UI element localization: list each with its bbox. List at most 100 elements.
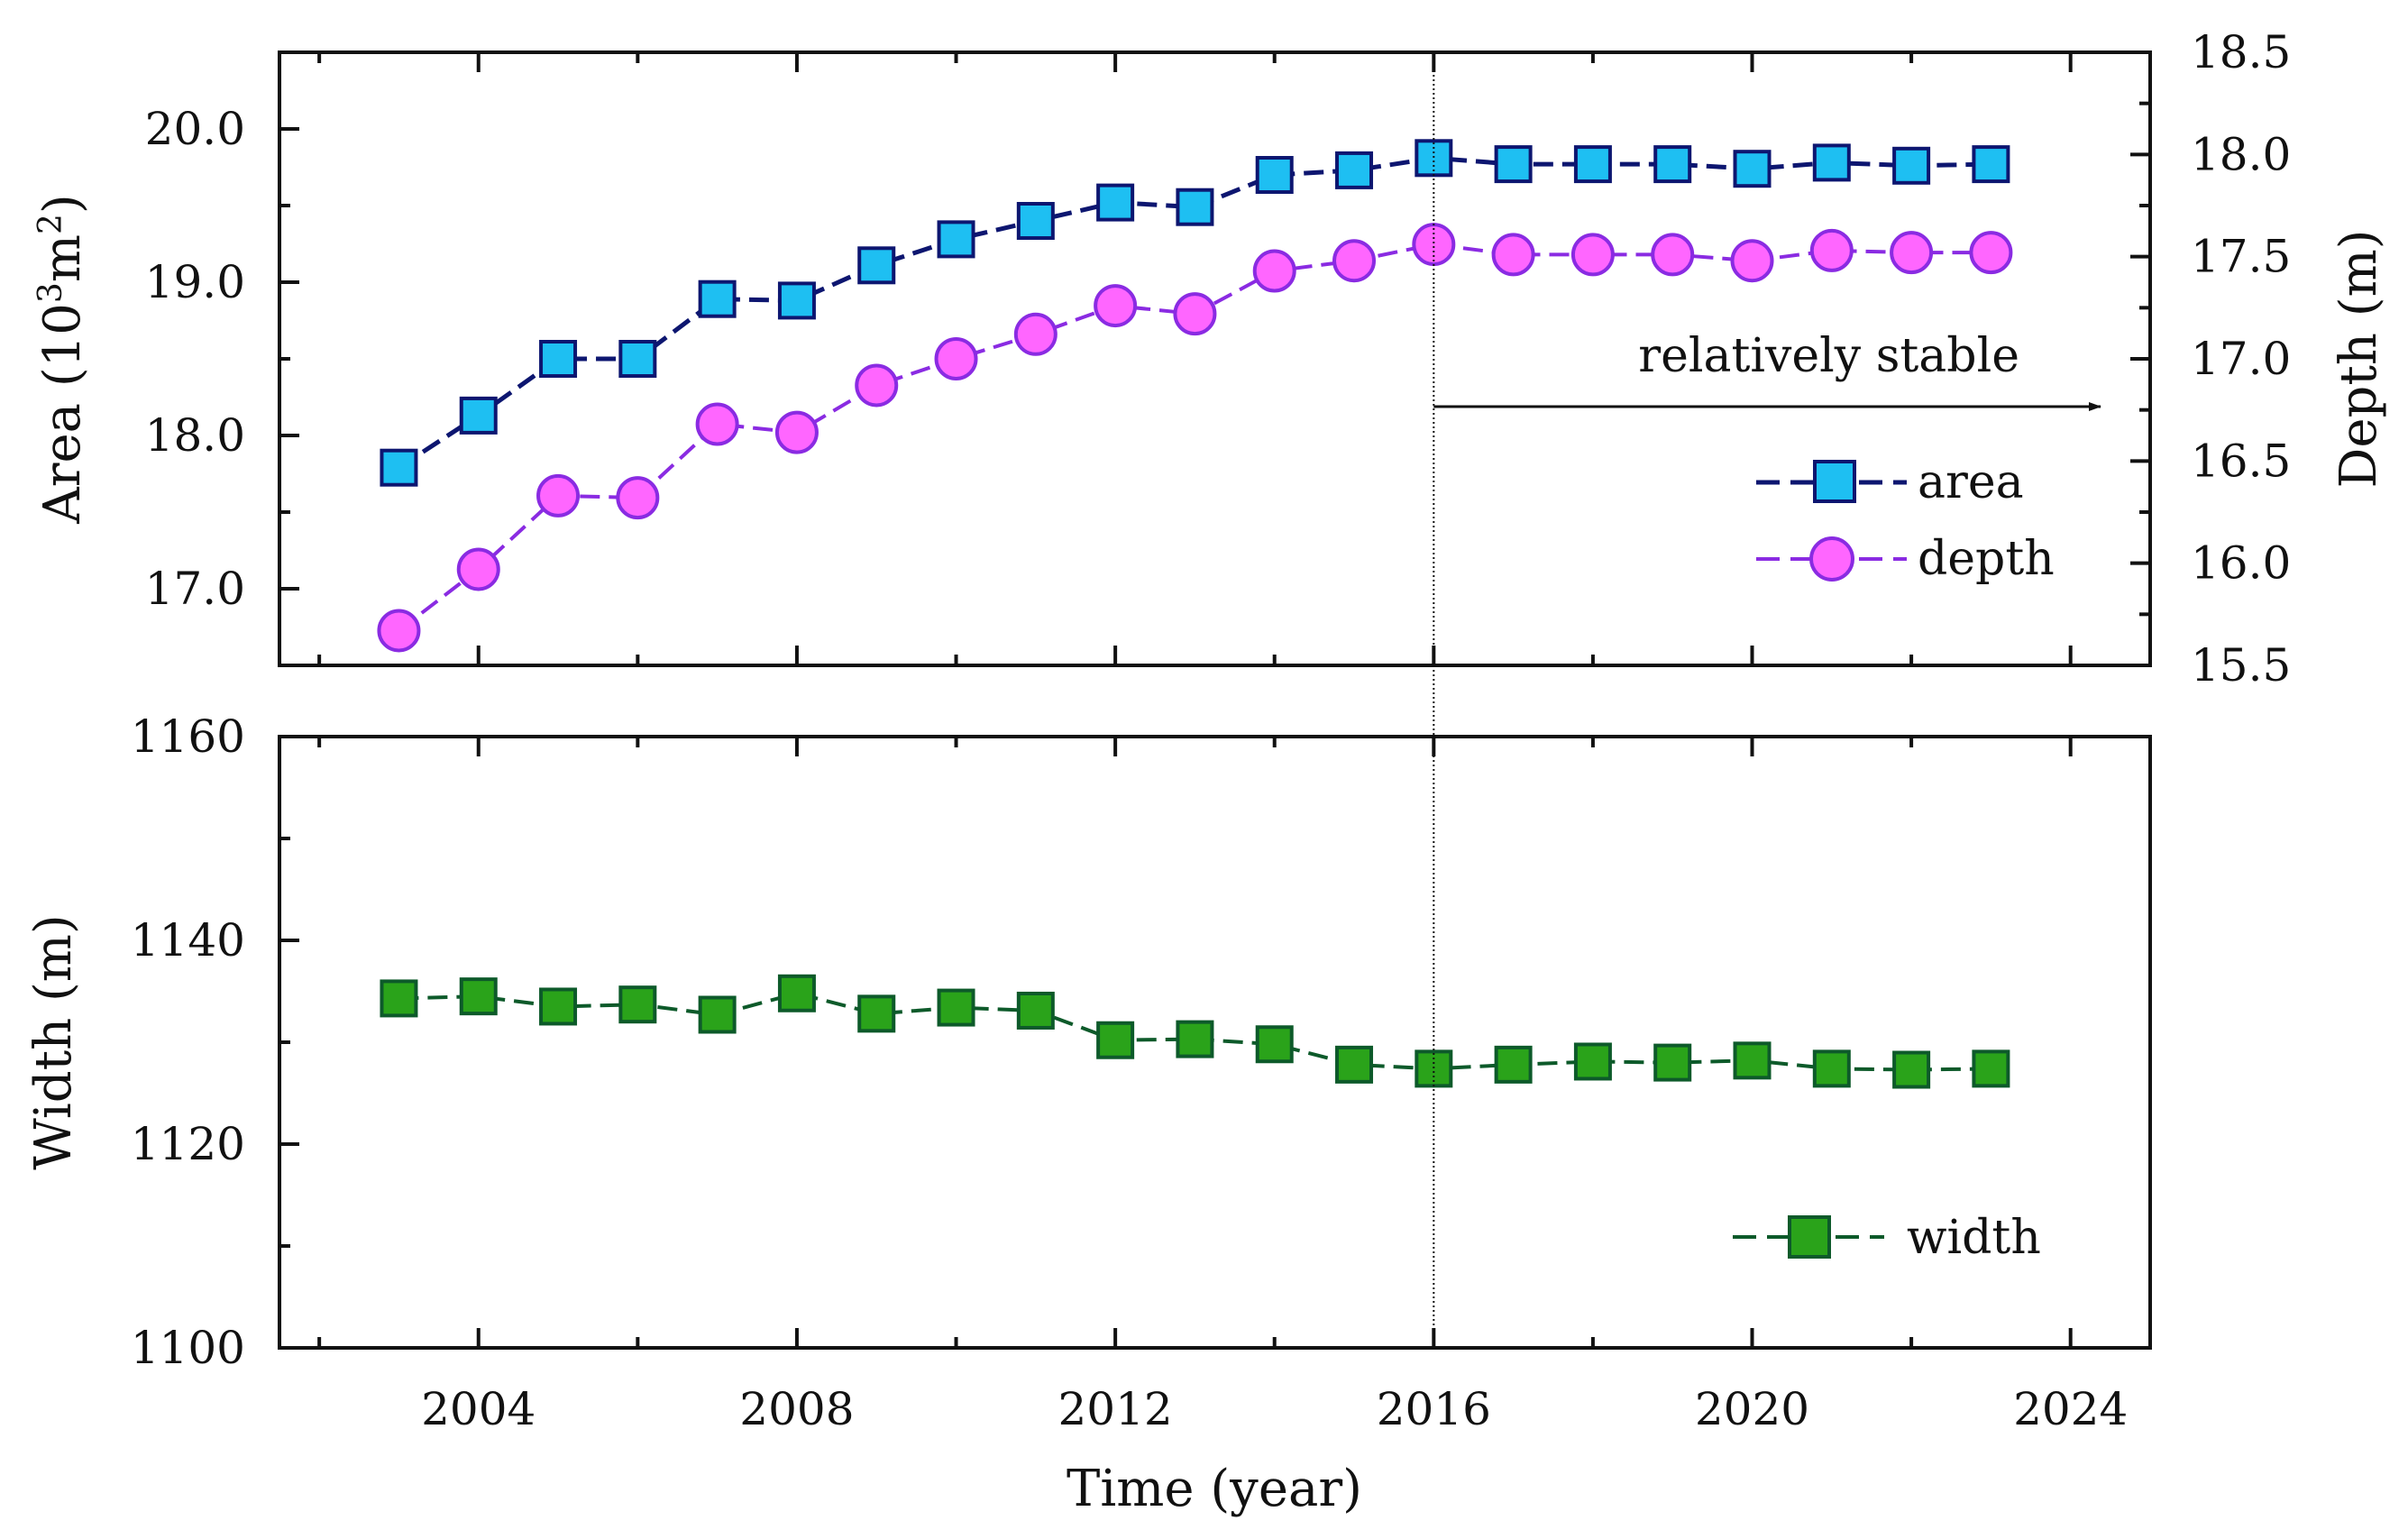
legend-depth-marker bbox=[1809, 536, 1854, 582]
depth-point-2008 bbox=[774, 410, 819, 454]
left-y-tick-label-20.0: 20.0 bbox=[145, 103, 245, 155]
depth-point-2022 bbox=[1890, 231, 1934, 275]
bottom-left-axis-title: Width (m) bbox=[24, 914, 83, 1170]
depth-point-2009 bbox=[855, 363, 899, 408]
depth-point-2004 bbox=[456, 547, 500, 591]
width-point-2004 bbox=[459, 977, 498, 1016]
area-point-2019 bbox=[1653, 145, 1692, 184]
width-point-2021 bbox=[1812, 1049, 1851, 1088]
width-point-2010 bbox=[937, 988, 975, 1027]
x-tick-label-2008: 2008 bbox=[739, 1383, 854, 1435]
x-tick-label-2004: 2004 bbox=[421, 1383, 536, 1435]
x-tick-label-2016: 2016 bbox=[1377, 1383, 1491, 1435]
depth-point-2014 bbox=[1252, 249, 1296, 293]
width-point-2022 bbox=[1892, 1050, 1931, 1089]
area-point-2016 bbox=[1415, 139, 1453, 178]
depth-point-2020 bbox=[1730, 239, 1774, 283]
depth-point-2013 bbox=[1173, 292, 1217, 336]
area-point-2013 bbox=[1176, 188, 1214, 226]
area-point-2021 bbox=[1812, 143, 1851, 182]
area-point-2017 bbox=[1494, 145, 1533, 184]
width-point-2003 bbox=[380, 979, 418, 1018]
left-y-tick-label-19.0: 19.0 bbox=[145, 256, 245, 308]
x-tick-label-2012: 2012 bbox=[1058, 1383, 1173, 1435]
bottom-y-tick-label-1160: 1160 bbox=[131, 710, 245, 763]
area-point-2009 bbox=[857, 246, 896, 285]
x-axis-title: Time (year) bbox=[1067, 1460, 1362, 1518]
width-point-2019 bbox=[1653, 1043, 1692, 1082]
area-point-2005 bbox=[539, 340, 578, 378]
area-point-2011 bbox=[1016, 202, 1055, 240]
right-axis-title: Depth (m) bbox=[2330, 229, 2388, 488]
area-point-2010 bbox=[937, 220, 975, 259]
annotation-relatively-stable: relatively stable bbox=[1638, 329, 2019, 383]
right-y-tick-label-18.0: 18.0 bbox=[2191, 128, 2291, 180]
legend-depth-label: depth bbox=[1918, 532, 2055, 586]
right-y-tick-label-18.5: 18.5 bbox=[2191, 26, 2291, 78]
area-point-2018 bbox=[1573, 145, 1612, 184]
top-series bbox=[377, 139, 2013, 653]
depth-point-2010 bbox=[934, 337, 978, 380]
right-y-tick-label-17.5: 17.5 bbox=[2191, 231, 2291, 283]
area-point-2023 bbox=[1972, 145, 2010, 184]
top-axes: 17.0 18.0 19.0 20.0 15.5 16.0 16.5 17.0 17.5 18.0… bbox=[145, 26, 2292, 692]
width-point-2018 bbox=[1573, 1042, 1612, 1081]
width-point-2020 bbox=[1733, 1041, 1772, 1080]
area-point-2003 bbox=[380, 448, 418, 487]
depth-point-2017 bbox=[1491, 233, 1535, 277]
bottom-y-tick-label-1140: 1140 bbox=[131, 914, 245, 966]
bottom-panel-frame bbox=[278, 735, 2152, 1350]
area-point-2007 bbox=[698, 279, 737, 318]
depth-point-2012 bbox=[1094, 284, 1138, 328]
depth-point-2003 bbox=[377, 609, 421, 653]
x-tick-label-2020: 2020 bbox=[1695, 1383, 1809, 1435]
right-y-tick-label-17.0: 17.0 bbox=[2191, 333, 2291, 385]
area-point-2020 bbox=[1733, 150, 1772, 188]
width-point-2023 bbox=[1972, 1049, 2010, 1088]
right-y-tick-label-16.0: 16.0 bbox=[2191, 537, 2291, 590]
width-point-2014 bbox=[1255, 1025, 1294, 1064]
legend-area-marker bbox=[1813, 460, 1856, 503]
width-point-2008 bbox=[777, 974, 816, 1012]
legend-width-label: width bbox=[1907, 1211, 2041, 1265]
depth-point-2023 bbox=[1969, 231, 2013, 275]
area-point-2006 bbox=[618, 340, 657, 378]
left-y-tick-label-18.0: 18.0 bbox=[145, 409, 245, 462]
area-point-2008 bbox=[777, 281, 816, 320]
left-axis-title: Area (103m2) bbox=[32, 194, 92, 524]
depth-point-2007 bbox=[695, 402, 739, 446]
depth-point-2015 bbox=[1332, 239, 1377, 283]
width-point-2005 bbox=[539, 987, 578, 1026]
right-y-tick-label-15.5: 15.5 bbox=[2191, 639, 2291, 692]
width-point-2015 bbox=[1335, 1045, 1374, 1084]
depth-point-2011 bbox=[1013, 312, 1058, 356]
right-y-tick-label-16.5: 16.5 bbox=[2191, 435, 2291, 487]
width-point-2012 bbox=[1096, 1021, 1135, 1059]
legend-width-marker bbox=[1788, 1215, 1831, 1259]
depth-point-2021 bbox=[1809, 228, 1854, 272]
width-point-2013 bbox=[1176, 1020, 1214, 1058]
legend-area-label: area bbox=[1918, 455, 2024, 509]
width-point-2011 bbox=[1016, 991, 1055, 1030]
left-y-tick-label-17.0: 17.0 bbox=[145, 563, 245, 615]
width-point-2006 bbox=[618, 985, 657, 1024]
legend-bottom: width bbox=[1733, 1211, 2041, 1265]
depth-point-2005 bbox=[536, 473, 581, 518]
depth-point-2006 bbox=[616, 476, 660, 520]
area-point-2014 bbox=[1255, 156, 1294, 194]
area-point-2012 bbox=[1096, 183, 1135, 222]
depth-point-2019 bbox=[1651, 233, 1695, 277]
bottom-y-tick-label-1120: 1120 bbox=[131, 1118, 245, 1170]
legend-top: area depth bbox=[1756, 455, 2055, 586]
depth-point-2018 bbox=[1570, 233, 1615, 277]
x-tick-label-2024: 2024 bbox=[2013, 1383, 2128, 1435]
bottom-y-tick-label-1100: 1100 bbox=[131, 1322, 245, 1374]
area-point-2015 bbox=[1335, 151, 1374, 189]
area-point-2022 bbox=[1892, 146, 1931, 185]
depth-point-2016 bbox=[1412, 223, 1456, 267]
width-point-2017 bbox=[1494, 1045, 1533, 1084]
width-point-2009 bbox=[857, 994, 896, 1033]
width-point-2007 bbox=[698, 995, 737, 1034]
area-point-2004 bbox=[459, 396, 498, 435]
